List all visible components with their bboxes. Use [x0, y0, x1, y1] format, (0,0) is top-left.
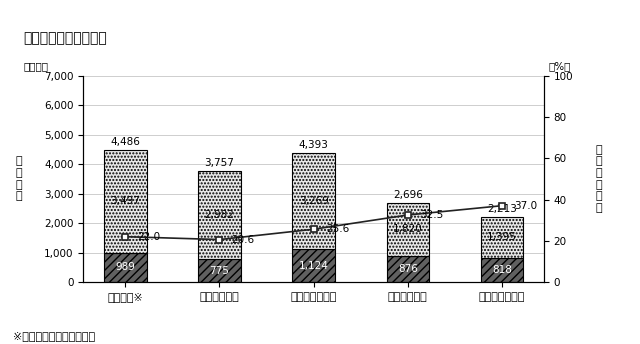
- Y-axis label: 自
己
資
金
比
率: 自 己 資 金 比 率: [595, 145, 602, 213]
- Text: 3,497: 3,497: [110, 196, 140, 206]
- Text: 818: 818: [492, 265, 512, 275]
- Text: 37.0: 37.0: [514, 201, 537, 211]
- Text: 775: 775: [209, 266, 229, 276]
- Text: 25.6: 25.6: [326, 224, 349, 234]
- Text: 22.0: 22.0: [138, 232, 161, 242]
- Bar: [481, 258, 523, 282]
- Text: 2,213: 2,213: [487, 204, 517, 214]
- Bar: [198, 259, 241, 282]
- Text: 989: 989: [115, 262, 135, 272]
- Bar: [292, 249, 335, 282]
- Text: 2,696: 2,696: [393, 190, 422, 200]
- Bar: [387, 203, 429, 256]
- Bar: [104, 253, 147, 282]
- Text: 3,757: 3,757: [205, 158, 234, 168]
- Text: 876: 876: [398, 264, 418, 274]
- Bar: [104, 150, 147, 253]
- Bar: [387, 256, 429, 282]
- Text: 1,820: 1,820: [393, 224, 422, 234]
- Text: 4,486: 4,486: [110, 137, 140, 147]
- Text: 一次取得者の購入資金: 一次取得者の購入資金: [23, 31, 107, 45]
- Text: 4,393: 4,393: [299, 140, 328, 150]
- Text: 2,982: 2,982: [205, 210, 234, 220]
- Text: 3,269: 3,269: [299, 196, 328, 206]
- Text: ※土地を購入した新築世帯: ※土地を購入した新築世帯: [13, 331, 95, 341]
- Bar: [481, 217, 523, 258]
- Bar: [292, 152, 335, 249]
- Text: 1,395: 1,395: [487, 233, 517, 243]
- Text: 32.5: 32.5: [420, 210, 444, 220]
- Text: 20.6: 20.6: [232, 235, 255, 245]
- Bar: [198, 171, 241, 259]
- Text: 1,124: 1,124: [299, 260, 328, 270]
- Y-axis label: 購
入
資
金: 購 入 資 金: [15, 157, 22, 201]
- Text: （%）: （%）: [548, 62, 571, 72]
- Text: （万円）: （万円）: [23, 62, 48, 72]
